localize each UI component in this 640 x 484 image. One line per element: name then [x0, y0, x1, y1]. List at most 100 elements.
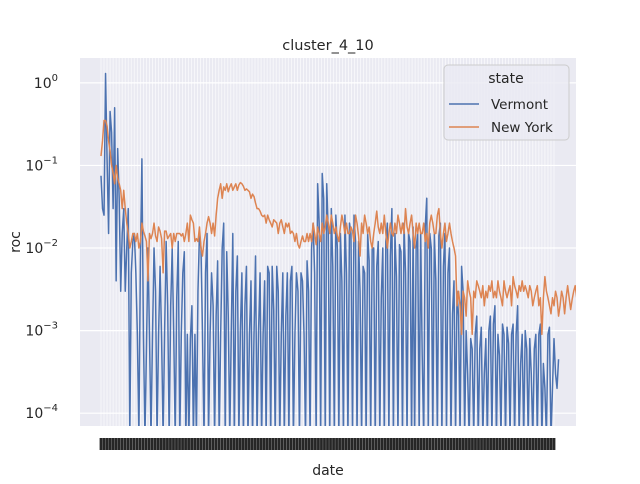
x-tick-label: [223, 438, 227, 450]
x-tick-label: [326, 438, 329, 450]
x-tick-label: [474, 438, 477, 450]
x-tick-label: [314, 438, 317, 450]
x-tick-label: [229, 438, 233, 450]
x-tick-label: [187, 438, 190, 450]
x-tick-label: [549, 438, 553, 450]
x-tick-label: [111, 438, 115, 450]
x-tick-label: [132, 438, 136, 450]
x-tick-label: [401, 438, 405, 450]
x-tick-label: [510, 438, 514, 450]
x-tick-label: [211, 438, 215, 450]
x-tick-label: [492, 438, 495, 450]
x-tick-label: [160, 438, 163, 450]
x-tick-label: [190, 438, 193, 450]
x-tick-label: [178, 438, 181, 450]
x-tick-label: [413, 438, 417, 450]
x-tick-label: [483, 438, 486, 450]
x-tick-label: [428, 438, 432, 450]
x-tick-label: [522, 438, 526, 450]
y-tick-label: 10−4: [25, 403, 58, 422]
x-tick-label: [383, 438, 387, 450]
y-tick-labels: 100 10−1 10−2 10−3 10−4: [25, 73, 58, 422]
x-tick-label: [371, 438, 375, 450]
x-tick-label: [477, 438, 480, 450]
x-tick-label: [374, 438, 378, 450]
x-tick-label: [458, 438, 462, 450]
x-tick-label: [147, 438, 151, 450]
x-tick-label: [335, 438, 338, 450]
x-tick-label: [323, 438, 326, 450]
x-tick-label: [341, 438, 344, 450]
x-tick-label: [265, 438, 269, 450]
x-tick-label: [280, 438, 284, 450]
x-tick-label: [317, 438, 320, 450]
x-tick-label: [172, 438, 175, 450]
legend: state Vermont New York: [443, 64, 570, 141]
x-tick-label: [199, 438, 203, 450]
x-tick-label: [353, 438, 357, 450]
x-tick-label: [238, 438, 242, 450]
x-tick-label: [359, 438, 363, 450]
x-tick-label: [407, 438, 411, 450]
x-tick-label: [422, 438, 426, 450]
x-tick-label: [338, 438, 341, 450]
x-tick-label: [449, 438, 453, 450]
x-tick-label: [208, 438, 212, 450]
x-tick-label: [446, 438, 450, 450]
x-tick-label: [468, 438, 471, 450]
x-tick-label: [410, 438, 414, 450]
x-tick-label: [344, 438, 348, 450]
x-tick-label: [126, 438, 130, 450]
x-tick-label: [437, 438, 441, 450]
x-tick-label: [455, 438, 459, 450]
x-tick-label: [462, 438, 465, 450]
legend-label-vermont: Vermont: [491, 97, 548, 113]
x-tick-label: [138, 438, 142, 450]
x-tick-label: [519, 438, 523, 450]
x-tick-label: [368, 438, 372, 450]
x-tick-label: [395, 438, 399, 450]
x-tick-label: [108, 438, 112, 450]
x-tick-label: [163, 438, 166, 450]
x-tick-label: [332, 438, 335, 450]
x-tick-label: [292, 438, 296, 450]
x-tick-label: [135, 438, 139, 450]
x-axis-label: date: [312, 463, 344, 479]
x-tick-label: [262, 438, 266, 450]
x-tick-label: [277, 438, 281, 450]
x-tick-label: [105, 438, 109, 450]
x-tick-label: [440, 438, 444, 450]
x-tick-label: [220, 438, 224, 450]
series-line-new-york: [100, 119, 576, 336]
x-tick-label: [244, 438, 248, 450]
x-tick-label: [259, 438, 263, 450]
x-tick-label: [232, 438, 236, 450]
x-tick-label: [153, 438, 157, 450]
x-tick-label: [471, 438, 474, 450]
x-tick-labels: [99, 438, 556, 450]
x-tick-label: [365, 438, 369, 450]
x-tick-label: [504, 438, 508, 450]
x-tick-label: [114, 438, 118, 450]
x-tick-label: [528, 438, 532, 450]
x-tick-label: [253, 438, 257, 450]
x-tick-label: [247, 438, 251, 450]
x-tick-label: [102, 438, 106, 450]
x-tick-label: [99, 438, 103, 450]
x-tick-label: [123, 438, 127, 450]
x-tick-label: [425, 438, 429, 450]
x-tick-label: [295, 438, 299, 450]
x-tick-label: [304, 438, 308, 450]
x-tick-label: [404, 438, 408, 450]
x-tick-label: [416, 438, 420, 450]
x-tick-label: [241, 438, 245, 450]
x-tick-label: [356, 438, 360, 450]
x-tick-label: [377, 438, 381, 450]
x-tick-label: [196, 438, 200, 450]
x-tick-label: [380, 438, 384, 450]
x-tick-label: [205, 438, 209, 450]
x-tick-label: [271, 438, 275, 450]
y-tick-label: 10−2: [25, 238, 58, 257]
x-tick-label: [129, 438, 133, 450]
